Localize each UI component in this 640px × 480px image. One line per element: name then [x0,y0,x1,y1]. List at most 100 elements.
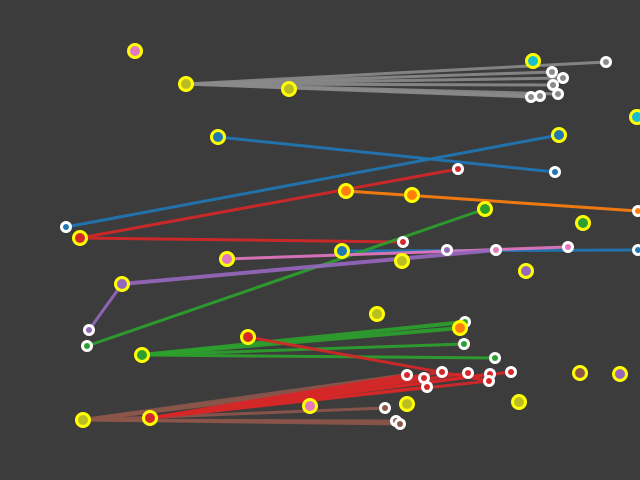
node-core [521,266,531,276]
anchor-node-brown-50[interactable] [572,365,588,381]
node-core [305,401,315,411]
node-core [455,166,461,172]
node-core [554,130,564,140]
endpoint-node-red-23[interactable] [397,236,409,248]
node-core [372,309,382,319]
node-core [84,343,90,349]
anchor-node-olive-58[interactable] [75,412,91,428]
endpoint-node-blue-14[interactable] [549,166,561,178]
edge-green-19 [140,342,466,357]
endpoint-node-red-49[interactable] [505,366,517,378]
endpoint-node-red-15[interactable] [452,163,464,175]
endpoint-node-gray-4[interactable] [600,56,612,68]
node-core [461,341,467,347]
anchor-node-olive-26[interactable] [394,253,410,269]
node-core [508,369,514,375]
endpoint-node-red-44[interactable] [436,366,448,378]
endpoint-node-gray-7[interactable] [547,79,559,91]
edge-red-10 [78,167,460,240]
node-core [421,375,427,381]
node-core [493,247,499,253]
node-core [243,332,253,342]
node-core [455,323,465,333]
endpoint-node-green-39[interactable] [458,338,470,350]
anchor-node-orange-37[interactable] [452,320,468,336]
endpoint-node-purple-33[interactable] [83,324,95,336]
node-core [145,413,155,423]
endpoint-node-gray-6[interactable] [557,72,569,84]
endpoint-node-green-34[interactable] [81,340,93,352]
edge-brown-26 [81,418,402,426]
endpoint-node-blue-21[interactable] [60,221,72,233]
anchor-node-green-40[interactable] [134,347,150,363]
node-core [222,254,232,264]
anchor-node-pink-0[interactable] [127,43,143,59]
endpoint-node-green-41[interactable] [489,352,501,364]
anchor-node-olive-53[interactable] [511,394,527,410]
endpoint-node-gray-5[interactable] [546,66,558,78]
anchor-node-red-38[interactable] [240,329,256,345]
node-core [130,46,140,56]
endpoint-node-brown-55[interactable] [379,402,391,414]
edge-brown-24 [81,406,387,422]
node-core [424,384,430,390]
endpoint-node-blue-30[interactable] [632,244,640,256]
endpoint-node-red-46[interactable] [462,367,474,379]
edge-pink-14 [225,245,570,261]
node-core [397,421,403,427]
anchor-node-green-20[interactable] [575,215,591,231]
edge-orange-12 [344,189,640,213]
anchor-node-cyan-11[interactable] [629,109,640,125]
anchor-node-red-59[interactable] [142,410,158,426]
node-core [63,224,69,230]
anchor-node-olive-52[interactable] [399,396,415,412]
anchor-node-pink-54[interactable] [302,398,318,414]
anchor-node-pink-24[interactable] [219,251,235,267]
endpoint-node-purple-27[interactable] [441,244,453,256]
node-core [492,355,498,361]
anchor-node-purple-51[interactable] [612,366,628,382]
anchor-node-blue-25[interactable] [334,243,350,259]
node-core [181,79,191,89]
anchor-node-blue-13[interactable] [551,127,567,143]
anchor-node-olive-35[interactable] [369,306,385,322]
anchor-node-green-19[interactable] [477,201,493,217]
node-core [528,56,538,66]
endpoint-node-red-45[interactable] [421,381,433,393]
edge-purple-16 [87,282,124,332]
node-core [444,247,450,253]
node-core [137,350,147,360]
anchor-node-olive-1[interactable] [178,76,194,92]
edge-blue-7 [216,135,557,174]
node-core [578,218,588,228]
endpoint-node-red-48[interactable] [483,375,495,387]
anchor-node-blue-12[interactable] [210,129,226,145]
endpoint-node-orange-18[interactable] [632,205,640,217]
node-core [382,405,388,411]
anchor-node-cyan-3[interactable] [525,53,541,69]
anchor-node-orange-16[interactable] [338,183,354,199]
anchor-node-purple-32[interactable] [114,276,130,292]
anchor-node-red-22[interactable] [72,230,88,246]
endpoint-node-gray-9[interactable] [534,90,546,102]
node-core [565,244,571,250]
endpoint-node-gray-10[interactable] [525,91,537,103]
anchor-node-orange-17[interactable] [404,187,420,203]
anchor-node-purple-31[interactable] [518,263,534,279]
endpoint-node-red-42[interactable] [401,369,413,381]
node-core [480,204,490,214]
edge-green-13 [85,207,487,348]
endpoint-node-pink-28[interactable] [490,244,502,256]
endpoint-node-pink-29[interactable] [562,241,574,253]
node-core [555,91,561,97]
edge-gray-6 [184,82,533,99]
endpoint-node-gray-8[interactable] [552,88,564,100]
node-core [514,397,524,407]
node-core [552,169,558,175]
node-core [404,372,410,378]
edges-layer [64,60,640,426]
endpoint-node-brown-57[interactable] [394,418,406,430]
node-core [635,208,640,214]
anchor-node-olive-2[interactable] [281,81,297,97]
